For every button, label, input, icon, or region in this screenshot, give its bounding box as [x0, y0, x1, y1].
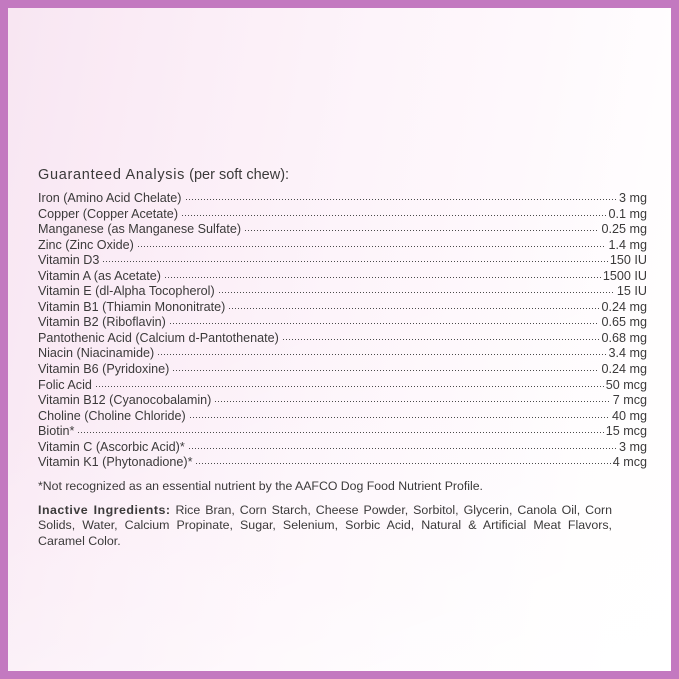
nutrient-name: Pantothenic Acid (Calcium d-Pantothenate… [38, 330, 279, 345]
dot-leader [182, 206, 607, 218]
nutrient-name: Vitamin B1 (Thiamin Mononitrate) [38, 299, 226, 314]
nutrient-name: Niacin (Niacinamide) [38, 346, 155, 361]
inactive-ingredients-text: Rice Bran, Corn Starch, Cheese Powder, S… [38, 502, 613, 548]
dot-leader [189, 408, 610, 420]
nutrient-row: Niacin (Niacinamide) 3.4 mg [38, 345, 647, 361]
nutrient-name: Vitamin D3 [38, 253, 100, 268]
nutrient-row: Vitamin B6 (Pyridoxine) 0.24 mg [38, 361, 647, 377]
dot-leader [188, 439, 617, 451]
nutrient-value: 4 mcg [612, 455, 647, 470]
nutrient-value: 0.68 mg [601, 330, 647, 345]
nutrient-row: Choline (Choline Chloride) 40 mg [38, 408, 647, 424]
nutrient-name: Iron (Amino Acid Chelate) [38, 191, 182, 205]
nutrient-value: 15 IU [616, 284, 647, 299]
nutrient-name: Vitamin B12 (Cyanocobalamin) [38, 393, 212, 408]
nutrient-row: Vitamin B2 (Riboflavin) 0.65 mg [38, 314, 647, 330]
nutrient-value: 0.25 mg [601, 222, 647, 237]
nutrient-name: Folic Acid [38, 377, 92, 392]
dot-leader [95, 377, 604, 389]
nutrient-row: Vitamin B12 (Cyanocobalamin) 7 mcg [38, 392, 647, 408]
nutrient-name: Manganese (as Manganese Sulfate) [38, 222, 242, 237]
dot-leader [196, 454, 611, 466]
nutrient-row: Copper (Copper Acetate) 0.1 mg [38, 206, 647, 222]
dot-leader [215, 392, 611, 404]
guaranteed-analysis-heading: Guaranteed Analysis (per soft chew): [38, 166, 647, 184]
nutrient-value: 0.65 mg [601, 315, 647, 330]
nutrient-row: Vitamin B1 (Thiamin Mononitrate) 0.24 mg [38, 299, 647, 315]
nutrient-list: Iron (Amino Acid Chelate) 3 mg Copper (Cop… [38, 190, 647, 470]
guaranteed-analysis-title: Guaranteed Analysis [38, 167, 186, 183]
nutrient-row: Biotin* 15 mcg [38, 423, 647, 439]
nutrient-value: 0.24 mg [601, 299, 647, 314]
nutrient-row: Vitamin D3 150 IU [38, 252, 647, 268]
nutrient-row: Vitamin A (as Acetate) 1500 IU [38, 268, 647, 284]
nutrient-name: Vitamin B2 (Riboflavin) [38, 315, 166, 330]
nutrient-name: Biotin* [38, 424, 75, 439]
nutrient-name: Vitamin E (dl-Alpha Tocopherol) [38, 284, 215, 299]
aafco-footnote: *Not recognized as an essential nutrient… [38, 478, 483, 493]
nutrient-value: 0.24 mg [601, 362, 647, 377]
dot-leader [218, 283, 615, 295]
nutrient-value: 50 mcg [605, 377, 647, 392]
nutrient-value: 40 mg [611, 408, 647, 423]
dot-leader [185, 190, 618, 202]
nutrient-value: 3 mg [619, 191, 647, 205]
nutrient-value: 150 IU [609, 253, 647, 268]
nutrient-name: Vitamin B6 (Pyridoxine) [38, 362, 170, 377]
dot-leader [137, 237, 607, 249]
nutrient-row: Manganese (as Manganese Sulfate) 0.25 mg [38, 221, 647, 237]
nutrient-name: Zinc (Zinc Oxide) [38, 237, 134, 252]
nutrient-row: Vitamin E (dl-Alpha Tocopherol) 15 IU [38, 283, 647, 299]
nutrient-row: Vitamin K1 (Phytonadione)* 4 mcg [38, 454, 647, 470]
nutrient-row: Iron (Amino Acid Chelate) 3 mg [38, 190, 647, 206]
inactive-ingredients-block: Inactive Ingredients: Rice Bran, Corn St… [38, 503, 612, 550]
nutrient-value: 0.1 mg [608, 206, 647, 221]
dot-leader [103, 252, 608, 264]
nutrient-value: 3 mg [619, 439, 647, 454]
dot-leader [164, 268, 601, 280]
dot-leader [158, 345, 607, 357]
nutrient-row: Vitamin C (Ascorbic Acid)* 3 mg [38, 439, 647, 455]
nutrient-name: Vitamin K1 (Phytonadione)* [38, 455, 193, 470]
dot-leader [169, 314, 600, 326]
inactive-ingredients-label: Inactive Ingredients: [38, 502, 171, 517]
nutrient-name: Choline (Choline Chloride) [38, 408, 186, 423]
nutrient-row: Pantothenic Acid (Calcium d-Pantothenate… [38, 330, 647, 346]
guaranteed-analysis-subtitle: (per soft chew): [185, 167, 290, 183]
label-content: Guaranteed Analysis (per soft chew): Iro… [38, 166, 647, 549]
nutrient-name: Copper (Copper Acetate) [38, 206, 179, 221]
nutrient-value: 3.4 mg [608, 346, 647, 361]
dot-leader [173, 361, 600, 373]
nutrient-row: Folic Acid 50 mcg [38, 377, 647, 393]
dot-leader [78, 423, 604, 435]
nutrient-value: 1500 IU [602, 268, 647, 283]
nutrient-value: 1.4 mg [608, 237, 647, 252]
nutrient-value: 15 mcg [605, 424, 647, 439]
nutrient-name: Vitamin C (Ascorbic Acid)* [38, 439, 185, 454]
dot-leader [282, 330, 600, 342]
nutrient-value: 7 mcg [612, 393, 647, 408]
nutrient-name: Vitamin A (as Acetate) [38, 268, 161, 283]
nutrient-row: Zinc (Zinc Oxide) 1.4 mg [38, 237, 647, 253]
dot-leader [229, 299, 600, 311]
dot-leader [245, 221, 600, 233]
